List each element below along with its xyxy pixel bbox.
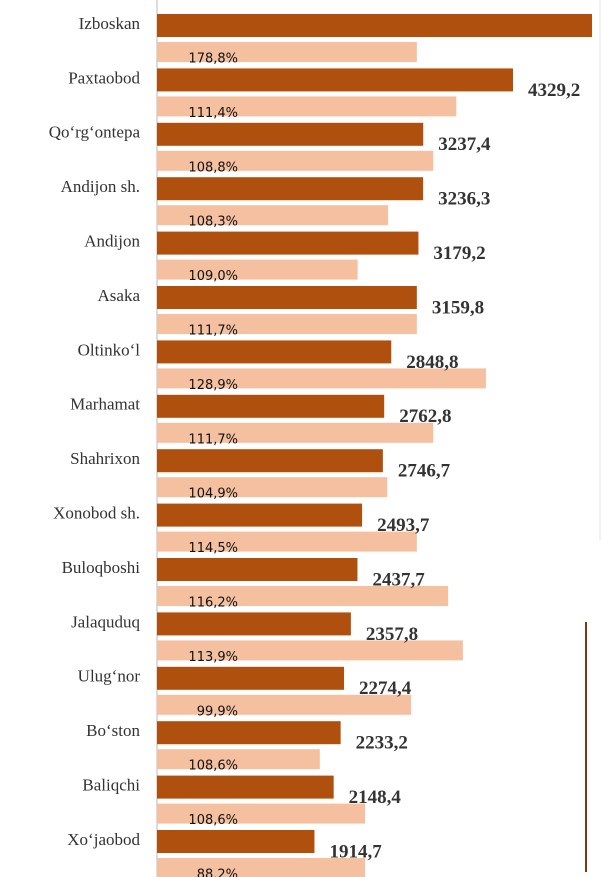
bar <box>157 803 366 824</box>
category-label: Asaka <box>98 286 141 305</box>
bar <box>157 42 417 62</box>
growth-label: 108,3% <box>188 215 238 230</box>
bar <box>157 68 513 92</box>
bar <box>157 96 457 117</box>
value-label: 2148,4 <box>349 787 402 808</box>
bar <box>157 640 463 661</box>
bar <box>157 503 363 527</box>
bar <box>157 340 392 364</box>
growth-label: 109,0% <box>188 269 238 284</box>
bar <box>157 449 383 473</box>
growth-label: 111,7% <box>188 432 238 447</box>
bar <box>157 368 486 389</box>
value-label: 2437,7 <box>372 569 425 590</box>
category-label: Paxtaobod <box>68 68 140 87</box>
value-label: 2762,8 <box>399 406 451 427</box>
bar <box>157 231 419 255</box>
category-label: Marhamat <box>70 395 140 414</box>
value-label: 2848,8 <box>406 352 458 373</box>
growth-label: 111,4% <box>188 106 238 121</box>
category-label: Shahrixon <box>70 449 140 468</box>
bar <box>157 666 345 690</box>
growth-label: 108,6% <box>188 813 238 828</box>
bar <box>157 150 434 171</box>
bar <box>157 775 334 799</box>
bar <box>157 286 417 309</box>
bar <box>157 694 412 715</box>
bar <box>157 314 417 334</box>
category-label: Andijon <box>84 232 140 251</box>
growth-label: 178,8% <box>188 52 238 67</box>
value-label: 3179,2 <box>433 243 485 264</box>
growth-label: 104,9% <box>188 487 238 502</box>
bar <box>157 394 385 418</box>
bar <box>157 612 351 636</box>
bar <box>157 558 358 581</box>
growth-label: 88,2% <box>197 868 238 877</box>
value-label: 2274,4 <box>359 678 412 699</box>
bar <box>157 14 593 37</box>
bar <box>157 531 417 552</box>
bar <box>157 259 358 280</box>
bar <box>157 177 424 201</box>
growth-label: 128,9% <box>188 378 238 393</box>
growth-label: 108,8% <box>188 160 238 175</box>
growth-label: 108,6% <box>188 759 238 774</box>
value-label: 2493,7 <box>377 515 430 536</box>
value-label: 4329,2 <box>528 80 580 101</box>
category-label: Izboskan <box>79 14 141 33</box>
bar <box>157 858 366 877</box>
value-label: 2233,2 <box>356 733 408 754</box>
category-label: Ulug‘nor <box>78 667 141 686</box>
value-label: 3159,8 <box>432 297 484 318</box>
growth-label: 114,5% <box>188 541 238 556</box>
bar <box>157 477 388 498</box>
bar <box>157 586 449 606</box>
bar <box>157 830 315 853</box>
bar <box>157 122 424 146</box>
growth-label: 116,2% <box>188 596 238 611</box>
growth-label: 113,9% <box>188 650 238 665</box>
bar <box>157 422 434 443</box>
value-label: 3236,3 <box>438 189 490 210</box>
value-label: 3237,4 <box>438 134 491 155</box>
bar <box>157 721 341 745</box>
value-label: 2746,7 <box>398 461 451 482</box>
category-label: Baliqchi <box>82 776 140 795</box>
category-label: Buloqboshi <box>62 558 141 577</box>
category-label: Bo‘ston <box>86 721 140 740</box>
value-label: 1914,7 <box>329 841 382 862</box>
bar <box>157 205 389 226</box>
category-label: Oltinko‘l <box>78 340 141 359</box>
category-label: Jalaquduq <box>71 612 140 631</box>
bar <box>157 749 320 770</box>
category-label: Xonobod sh. <box>53 504 140 523</box>
growth-label: 111,7% <box>188 324 238 339</box>
category-label: Andijon sh. <box>61 177 140 196</box>
value-label: 2357,8 <box>366 624 418 645</box>
growth-label: 99,9% <box>197 704 238 719</box>
category-label: Qo‘rg‘ontepa <box>49 123 141 142</box>
category-label: Xo‘jaobod <box>67 830 140 849</box>
